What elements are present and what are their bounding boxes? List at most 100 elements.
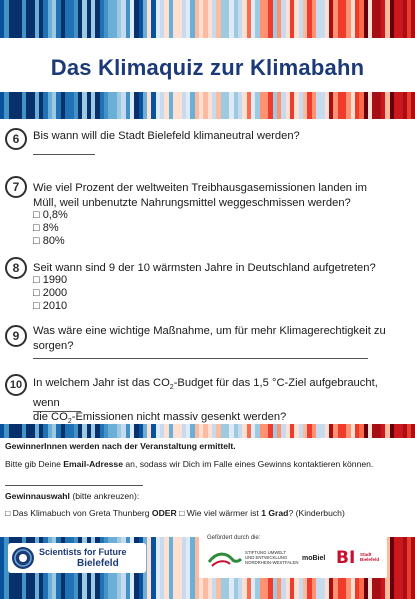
stripe bbox=[190, 424, 195, 438]
stripe bbox=[350, 424, 355, 438]
stripe bbox=[402, 424, 407, 438]
stripe bbox=[354, 0, 360, 38]
stripe bbox=[389, 92, 394, 119]
stripe bbox=[294, 92, 299, 119]
stripe bbox=[190, 92, 195, 119]
stripe bbox=[359, 92, 364, 119]
stripe bbox=[229, 92, 234, 119]
stripe bbox=[77, 0, 83, 38]
question-6: 6 Bis wann will die Stadt Bielefeld klim… bbox=[5, 128, 410, 158]
stripe bbox=[168, 92, 174, 119]
stripe bbox=[142, 0, 148, 38]
stripe bbox=[406, 537, 412, 599]
stripe bbox=[177, 0, 182, 38]
stripe bbox=[333, 92, 338, 119]
stripe bbox=[142, 92, 148, 119]
stripe bbox=[264, 92, 269, 119]
stripe bbox=[402, 92, 407, 119]
stripe bbox=[51, 0, 57, 38]
answer-option[interactable]: □ 1990 bbox=[33, 274, 68, 286]
stripe bbox=[168, 0, 174, 38]
stripe bbox=[233, 0, 239, 38]
stripe bbox=[333, 424, 338, 438]
stripe bbox=[90, 424, 96, 438]
stripe bbox=[99, 0, 104, 38]
question-number-badge: 10 bbox=[5, 374, 27, 396]
stripe bbox=[324, 0, 329, 38]
prize-options[interactable]: □ Das Klimabuch von Greta Thunberg ODER … bbox=[5, 508, 345, 518]
answer-line[interactable] bbox=[33, 358, 368, 359]
stripe bbox=[216, 0, 221, 38]
stripe bbox=[43, 424, 48, 438]
stripe bbox=[307, 0, 312, 38]
stripe bbox=[73, 92, 78, 119]
globe-icon bbox=[12, 547, 34, 569]
stripe bbox=[225, 424, 230, 438]
stripe bbox=[34, 0, 39, 38]
stripe bbox=[298, 0, 303, 38]
question-number-badge: 7 bbox=[5, 176, 27, 198]
answer-option[interactable]: □ 80% bbox=[33, 235, 65, 247]
stripe bbox=[272, 92, 277, 119]
stripe bbox=[138, 0, 143, 38]
stripe bbox=[112, 424, 117, 438]
stripe bbox=[346, 92, 351, 119]
stripe bbox=[372, 92, 377, 119]
stripe bbox=[320, 424, 325, 438]
page-title: Das Klimaquiz zur Klimabahn bbox=[50, 55, 365, 80]
stripe bbox=[43, 92, 48, 119]
question-text: Was wäre eine wichtige Maßnahme, um für … bbox=[33, 325, 386, 352]
stripe bbox=[186, 424, 191, 438]
sponsor-label: Gefördert durch die: bbox=[207, 535, 261, 541]
stripe bbox=[359, 0, 364, 38]
stripe bbox=[43, 0, 48, 38]
question-number-badge: 8 bbox=[5, 257, 27, 279]
stripe bbox=[160, 92, 165, 119]
answer-line[interactable] bbox=[33, 411, 81, 412]
stripe bbox=[337, 0, 342, 38]
stripe bbox=[315, 0, 321, 38]
question-text: In welchem Jahr ist das CO2-Budget für d… bbox=[33, 377, 378, 426]
stripe bbox=[315, 92, 321, 119]
stripe bbox=[337, 92, 342, 119]
stripe bbox=[411, 424, 415, 438]
stripe bbox=[186, 92, 191, 119]
stripe bbox=[190, 0, 195, 38]
stripe bbox=[121, 92, 126, 119]
stripe bbox=[0, 424, 5, 438]
stripe bbox=[311, 424, 316, 438]
answer-option[interactable]: □ 0,8% bbox=[33, 209, 68, 221]
question-text: Seit wann sind 9 der 10 wärmsten Jahre i… bbox=[33, 262, 376, 274]
stripe bbox=[181, 92, 187, 119]
stripe bbox=[173, 537, 178, 599]
stripe bbox=[82, 0, 87, 38]
stripe bbox=[328, 0, 334, 38]
stripe bbox=[376, 0, 381, 38]
stripe bbox=[138, 92, 143, 119]
stripe bbox=[398, 92, 403, 119]
email-answer-line[interactable] bbox=[5, 485, 143, 486]
stripe bbox=[160, 0, 165, 38]
stripe bbox=[393, 537, 399, 599]
stripe bbox=[324, 92, 329, 119]
stripe bbox=[194, 424, 200, 438]
stripe bbox=[86, 0, 91, 38]
stripe bbox=[129, 424, 135, 438]
stripe bbox=[108, 92, 113, 119]
stripe bbox=[406, 92, 412, 119]
answer-option[interactable]: □ 2010 bbox=[33, 300, 68, 312]
stripe bbox=[212, 92, 217, 119]
stripe bbox=[116, 92, 122, 119]
scientists-for-future-logo: Scientists for Future Bielefeld bbox=[8, 543, 146, 573]
answer-option[interactable]: □ 8% bbox=[33, 222, 59, 234]
answer-line[interactable] bbox=[33, 154, 95, 155]
stripe bbox=[138, 424, 143, 438]
stripe bbox=[164, 424, 169, 438]
stripe bbox=[17, 424, 22, 438]
stripe bbox=[199, 0, 204, 38]
stripe bbox=[51, 92, 57, 119]
stripe bbox=[103, 0, 109, 38]
answer-option[interactable]: □ 2000 bbox=[33, 287, 68, 299]
stripe bbox=[207, 424, 213, 438]
stripe bbox=[289, 92, 295, 119]
